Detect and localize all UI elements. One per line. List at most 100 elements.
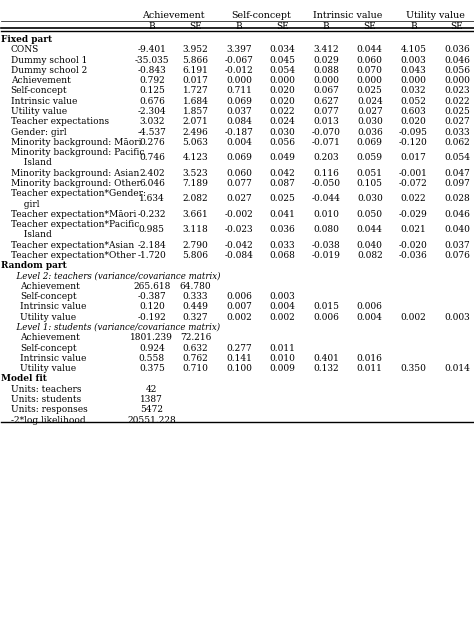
Text: -0.012: -0.012 (225, 66, 254, 75)
Text: -2*log likelihood: -2*log likelihood (11, 416, 85, 424)
Text: 0.021: 0.021 (401, 225, 426, 234)
Text: 0.792: 0.792 (139, 76, 165, 85)
Text: 0.027: 0.027 (444, 117, 470, 126)
Text: 0.000: 0.000 (313, 76, 339, 85)
Text: 0.024: 0.024 (270, 117, 295, 126)
Text: SE: SE (276, 22, 289, 31)
Text: -0.084: -0.084 (225, 251, 254, 260)
Text: Minority background: Māori: Minority background: Māori (11, 138, 141, 147)
Text: B: B (323, 22, 329, 31)
Text: 0.023: 0.023 (444, 86, 470, 96)
Text: 0.017: 0.017 (401, 153, 426, 162)
Text: -0.387: -0.387 (137, 292, 166, 301)
Text: 0.401: 0.401 (313, 354, 339, 363)
Text: Teacher expectation*Gender:: Teacher expectation*Gender: (11, 189, 146, 198)
Text: 0.016: 0.016 (357, 354, 383, 363)
Text: Teacher expectation*Māori: Teacher expectation*Māori (11, 210, 136, 219)
Text: Intrinsic value: Intrinsic value (20, 302, 86, 311)
Text: 0.062: 0.062 (444, 138, 470, 147)
Text: 72.216: 72.216 (180, 333, 211, 342)
Text: 0.044: 0.044 (357, 45, 383, 54)
Text: 2.082: 2.082 (182, 195, 208, 203)
Text: -0.050: -0.050 (312, 179, 341, 188)
Text: -0.020: -0.020 (399, 241, 428, 250)
Text: Island: Island (18, 158, 52, 168)
Text: 0.040: 0.040 (444, 225, 470, 234)
Text: -4.537: -4.537 (137, 128, 166, 136)
Text: 0.003: 0.003 (444, 313, 470, 322)
Text: 2.790: 2.790 (182, 241, 209, 250)
Text: 0.014: 0.014 (444, 364, 470, 373)
Text: 0.080: 0.080 (313, 225, 339, 234)
Text: B: B (236, 22, 242, 31)
Text: -0.029: -0.029 (399, 210, 428, 219)
Text: -0.019: -0.019 (312, 251, 341, 260)
Text: -0.187: -0.187 (225, 128, 254, 136)
Text: 0.627: 0.627 (313, 97, 339, 106)
Text: 0.000: 0.000 (270, 76, 296, 85)
Text: 0.025: 0.025 (270, 195, 296, 203)
Text: 3.032: 3.032 (139, 117, 164, 126)
Text: Achievement: Achievement (142, 11, 205, 20)
Text: 6.191: 6.191 (182, 66, 209, 75)
Text: 20551.228: 20551.228 (128, 416, 176, 424)
Text: Utility value: Utility value (20, 313, 76, 322)
Text: Minority background: Asian: Minority background: Asian (11, 169, 139, 178)
Text: -2.304: -2.304 (137, 107, 166, 116)
Text: 0.022: 0.022 (401, 195, 426, 203)
Text: 0.036: 0.036 (357, 128, 383, 136)
Text: 0.054: 0.054 (270, 66, 296, 75)
Text: 0.125: 0.125 (139, 86, 165, 96)
Text: 0.711: 0.711 (226, 86, 252, 96)
Text: 0.003: 0.003 (270, 292, 295, 301)
Text: 0.006: 0.006 (313, 313, 339, 322)
Text: 2.402: 2.402 (139, 169, 164, 178)
Text: 0.004: 0.004 (270, 302, 296, 311)
Text: 2.496: 2.496 (182, 128, 209, 136)
Text: 1.634: 1.634 (139, 195, 165, 203)
Text: Self-concept: Self-concept (11, 86, 67, 96)
Text: 0.350: 0.350 (401, 364, 426, 373)
Text: Dummy school 1: Dummy school 1 (11, 56, 87, 64)
Text: 1387: 1387 (140, 395, 164, 404)
Text: 0.033: 0.033 (270, 241, 295, 250)
Text: 1.727: 1.727 (182, 86, 209, 96)
Text: 0.020: 0.020 (270, 86, 295, 96)
Text: 0.068: 0.068 (270, 251, 296, 260)
Text: 0.036: 0.036 (270, 225, 295, 234)
Text: 0.044: 0.044 (357, 225, 383, 234)
Text: 0.002: 0.002 (401, 313, 426, 322)
Text: 1801.239: 1801.239 (130, 333, 173, 342)
Text: 0.020: 0.020 (270, 97, 295, 106)
Text: Units: teachers: Units: teachers (11, 385, 81, 394)
Text: 0.046: 0.046 (444, 56, 470, 64)
Text: 0.985: 0.985 (139, 225, 165, 234)
Text: SE: SE (364, 22, 376, 31)
Text: Teacher expectation*Pacific: Teacher expectation*Pacific (11, 220, 139, 229)
Text: 0.020: 0.020 (401, 117, 426, 126)
Text: Utility value: Utility value (11, 107, 67, 116)
Text: Achievement: Achievement (20, 333, 80, 342)
Text: 0.043: 0.043 (401, 66, 426, 75)
Text: -0.095: -0.095 (399, 128, 428, 136)
Text: -1.720: -1.720 (137, 251, 166, 260)
Text: 0.116: 0.116 (313, 169, 339, 178)
Text: 0.000: 0.000 (444, 76, 470, 85)
Text: 0.056: 0.056 (444, 66, 470, 75)
Text: 0.011: 0.011 (270, 344, 296, 352)
Text: 5.866: 5.866 (182, 56, 209, 64)
Text: Gender: girl: Gender: girl (11, 128, 66, 136)
Text: Units: responses: Units: responses (11, 405, 88, 414)
Text: 0.327: 0.327 (182, 313, 208, 322)
Text: Intrinsic value: Intrinsic value (11, 97, 77, 106)
Text: 0.097: 0.097 (444, 179, 470, 188)
Text: -0.002: -0.002 (225, 210, 254, 219)
Text: -0.036: -0.036 (399, 251, 428, 260)
Text: 0.036: 0.036 (444, 45, 470, 54)
Text: 0.000: 0.000 (357, 76, 383, 85)
Text: Teacher expectation*Asian: Teacher expectation*Asian (11, 241, 134, 250)
Text: 0.004: 0.004 (226, 138, 252, 147)
Text: Level 2: teachers (variance/covariance matrix): Level 2: teachers (variance/covariance m… (11, 272, 220, 280)
Text: 0.077: 0.077 (313, 107, 339, 116)
Text: Minority background: Pacific: Minority background: Pacific (11, 148, 144, 157)
